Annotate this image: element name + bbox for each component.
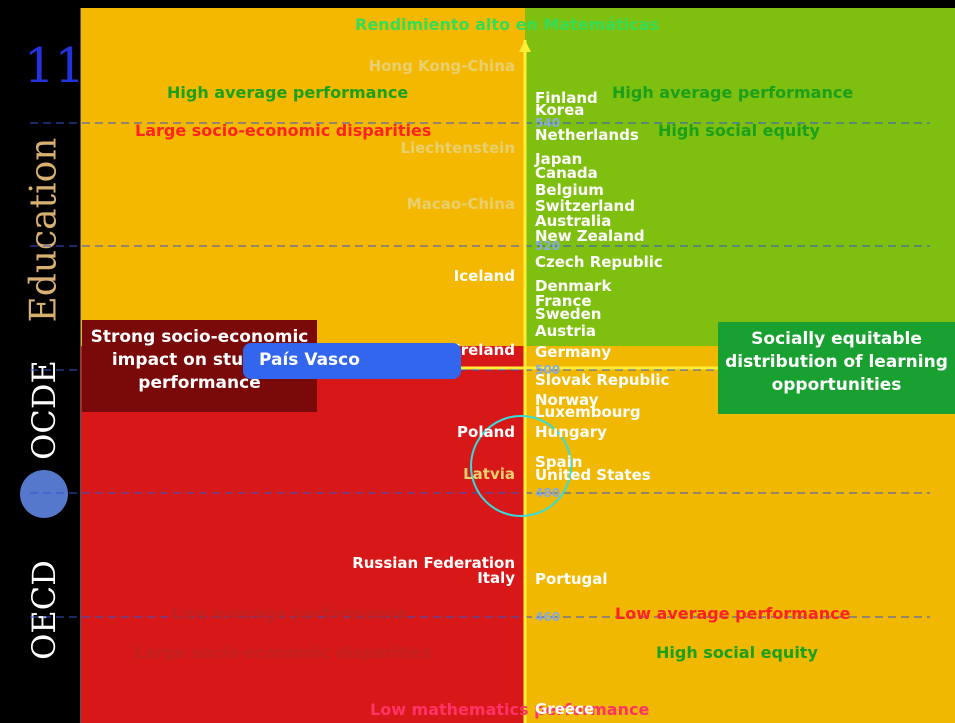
country-label: Spain [535, 453, 583, 471]
country-label: Korea [535, 101, 585, 119]
quadrant-text: High average performance [612, 83, 854, 102]
country-label: New Zealand [535, 227, 645, 245]
axis-tick: 460 [535, 610, 561, 624]
country-label: Portugal [535, 570, 608, 588]
country-label: Ireland [455, 341, 515, 359]
quadrant-text: Low average performance [615, 604, 851, 623]
country-label: France [535, 292, 592, 310]
quadrant-text: Low average performance [172, 604, 408, 623]
country-label: Japan [535, 150, 583, 168]
quadrant [80, 8, 525, 346]
country-label: Belgium [535, 181, 604, 199]
country-label: Switzerland [535, 197, 635, 215]
country-label: Slovak Republic [535, 371, 670, 389]
sidebar [8, 8, 81, 723]
quadrant-text: High average performance [167, 83, 409, 102]
quadrant [525, 8, 955, 346]
right-box: Socially equitable distribution of learn… [718, 322, 955, 414]
country-label: Italy [477, 569, 515, 587]
top-label: Rendimiento alto en Matemáticas [355, 15, 660, 34]
logo [20, 470, 68, 518]
axis-tick: 540 [535, 116, 561, 130]
country-label: Czech Republic [535, 253, 663, 271]
country-label: Germany [535, 343, 612, 361]
country-label: Sweden [535, 305, 602, 323]
quadrant-text: High social equity [658, 121, 820, 140]
country-label: Norway [535, 391, 599, 409]
country-label: Latvia [463, 465, 515, 483]
country-label: Hungary [535, 423, 607, 441]
country-label: Australia [535, 212, 612, 230]
country-label: Hong Kong-China [368, 57, 515, 75]
quadrant-text: High social equity [656, 643, 818, 662]
axis-tick: 520 [535, 239, 561, 253]
axis-tick: 500 [535, 363, 561, 377]
country-label: Austria [535, 322, 597, 340]
quadrant-text: Large socio-economic disparities [135, 643, 432, 662]
country-label: Netherlands [535, 126, 639, 144]
country-label: Canada [535, 164, 598, 182]
quadrant-text: Large socio-economic disparities [135, 121, 432, 140]
country-label: Macao-China [406, 195, 515, 213]
country-label: Russian Federation [352, 554, 515, 572]
country-label: Luxembourg [535, 403, 641, 421]
axis-tick: 480 [535, 486, 561, 500]
bottom-label: Low mathematics performance [370, 700, 650, 719]
country-label: Finland [535, 89, 598, 107]
country-label: Denmark [535, 277, 612, 295]
country-label: United States [535, 466, 651, 484]
slide-number: 11 [24, 38, 86, 94]
callout[interactable]: País Vasco [243, 343, 461, 379]
country-label: Poland [457, 423, 515, 441]
country-label: Greece [535, 700, 595, 718]
country-label: Liechtenstein [400, 139, 515, 157]
country-label: Iceland [453, 267, 515, 285]
